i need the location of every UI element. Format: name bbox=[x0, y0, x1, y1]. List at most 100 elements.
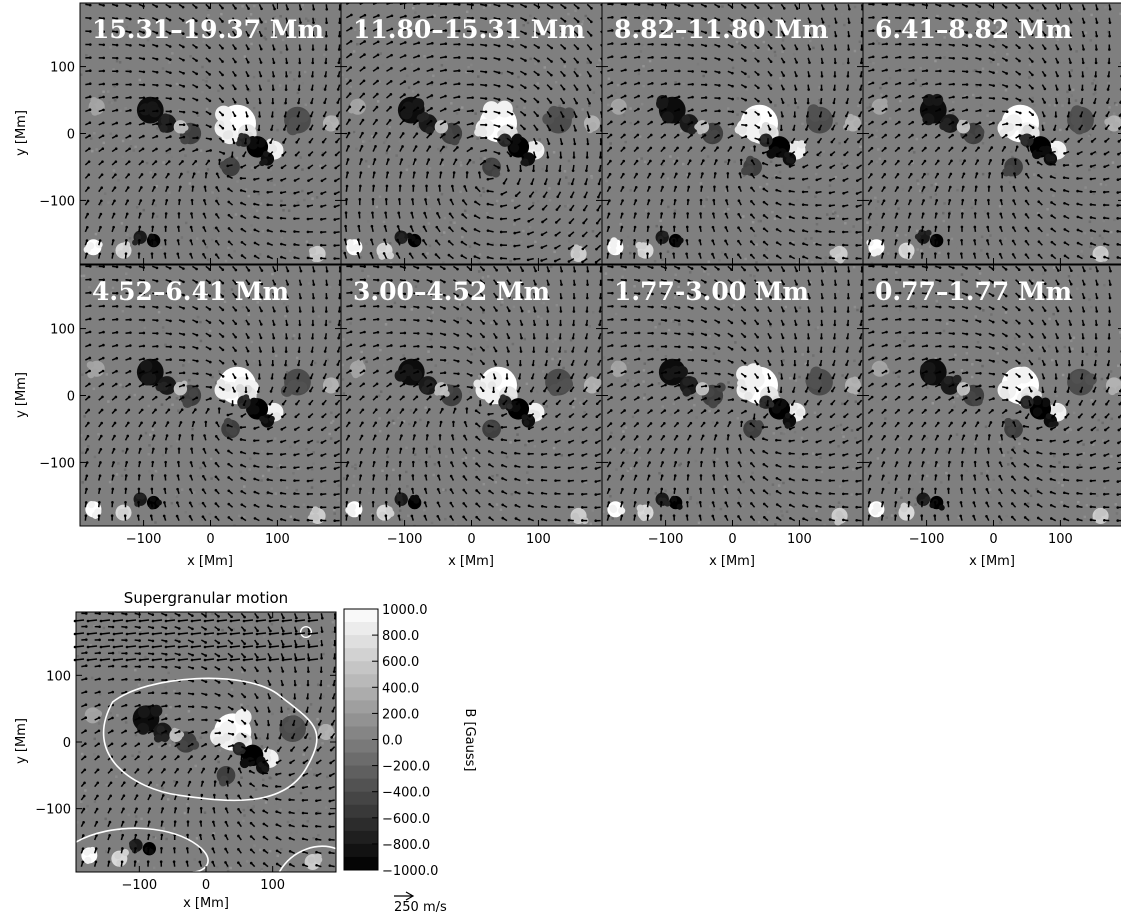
flow-arrow-head bbox=[88, 69, 92, 72]
flow-arrow-head bbox=[610, 55, 614, 58]
flow-arrow-head bbox=[781, 114, 784, 118]
flow-arrow-head bbox=[962, 172, 966, 176]
flow-arrow-head bbox=[885, 81, 888, 85]
noise-pixel bbox=[478, 81, 482, 84]
flow-arrow-head bbox=[563, 47, 567, 50]
noise-pixel bbox=[607, 77, 611, 80]
flow-arrow-head bbox=[1050, 240, 1054, 244]
noise-pixel bbox=[115, 59, 119, 63]
flow-arrow-head bbox=[769, 100, 773, 104]
flow-arrow-head bbox=[239, 189, 243, 192]
noise-pixel bbox=[1078, 9, 1081, 12]
flow-arrow-head bbox=[230, 155, 234, 158]
flow-arrow-head bbox=[202, 239, 205, 243]
flow-arrow-head bbox=[293, 217, 296, 220]
noise-pixel bbox=[801, 122, 804, 126]
noise-pixel bbox=[282, 302, 286, 305]
flow-arrow-head bbox=[362, 105, 365, 109]
flow-arrow-head bbox=[795, 7, 799, 10]
flow-arrow-head bbox=[585, 156, 589, 159]
noise-pixel bbox=[211, 191, 214, 194]
noise-pixel bbox=[1036, 212, 1040, 215]
flow-arrow-head bbox=[524, 59, 527, 62]
noise-pixel bbox=[721, 251, 724, 254]
noise-pixel bbox=[1094, 151, 1098, 155]
flow-arrow-head bbox=[753, 145, 756, 148]
flow-arrow-head bbox=[323, 101, 326, 105]
flow-arrow-head bbox=[214, 253, 218, 256]
noise-pixel bbox=[1003, 60, 1007, 64]
magnetic-feature-part bbox=[138, 493, 145, 500]
flow-arrow-head bbox=[429, 132, 432, 136]
noise-pixel bbox=[696, 62, 700, 66]
noise-pixel bbox=[206, 256, 209, 260]
flow-arrow-head bbox=[337, 74, 340, 78]
noise-pixel bbox=[148, 469, 151, 473]
noise-pixel bbox=[754, 234, 757, 237]
flow-arrow-head bbox=[1063, 201, 1066, 205]
noise-pixel bbox=[899, 99, 902, 103]
noise-pixel bbox=[328, 285, 332, 289]
flow-arrow-head bbox=[571, 169, 575, 172]
flow-arrow-head bbox=[371, 211, 374, 215]
noise-pixel bbox=[522, 223, 526, 227]
noise-pixel bbox=[323, 510, 327, 514]
flow-arrow-head bbox=[141, 147, 145, 151]
panel-title: 8.82–11.80 Mm bbox=[614, 15, 829, 44]
flow-arrow-head bbox=[611, 3, 614, 6]
noise-pixel bbox=[256, 301, 260, 304]
flow-arrow-head bbox=[234, 20, 237, 24]
magnetic-feature-part bbox=[242, 394, 249, 401]
noise-pixel bbox=[155, 215, 159, 218]
noise-pixel bbox=[112, 169, 116, 172]
flow-arrow-head bbox=[537, 46, 540, 49]
flow-arrow-head bbox=[1108, 7, 1112, 11]
flow-arrow-head bbox=[847, 21, 851, 24]
noise-pixel bbox=[522, 24, 525, 27]
flow-arrow-head bbox=[788, 189, 792, 193]
noise-pixel bbox=[643, 45, 646, 49]
noise-pixel bbox=[1084, 186, 1087, 189]
noise-pixel bbox=[316, 174, 319, 177]
magnetic-feature-part bbox=[280, 384, 293, 397]
flow-arrow-head bbox=[115, 108, 119, 112]
flow-arrow-head bbox=[947, 238, 950, 242]
noise-pixel bbox=[80, 434, 83, 437]
flow-arrow-head bbox=[704, 121, 707, 125]
flow-arrow-head bbox=[704, 70, 708, 74]
flow-arrow-head bbox=[484, 57, 488, 61]
flow-arrow-head bbox=[182, 98, 186, 101]
flow-arrow-head bbox=[427, 158, 431, 161]
flow-arrow-head bbox=[245, 128, 248, 132]
noise-pixel bbox=[580, 244, 583, 248]
flow-arrow-head bbox=[610, 16, 614, 19]
flow-arrow-head bbox=[883, 159, 887, 163]
noise-pixel bbox=[1055, 41, 1059, 45]
noise-pixel bbox=[299, 156, 302, 159]
flow-arrow-head bbox=[964, 133, 968, 137]
noise-pixel bbox=[264, 27, 267, 30]
noise-pixel bbox=[124, 107, 127, 110]
noise-pixel bbox=[614, 91, 617, 95]
noise-pixel bbox=[180, 47, 183, 50]
magnetic-feature-part bbox=[694, 123, 701, 130]
noise-pixel bbox=[312, 462, 315, 465]
flow-arrow-head bbox=[1014, 158, 1017, 162]
noise-pixel bbox=[460, 106, 464, 109]
noise-pixel bbox=[184, 70, 188, 73]
noise-pixel bbox=[88, 286, 91, 289]
magnetic-feature-part bbox=[297, 110, 310, 123]
flow-arrow-head bbox=[1050, 214, 1053, 217]
flow-arrow-head bbox=[717, 58, 721, 61]
noise-pixel bbox=[250, 169, 253, 172]
noise-pixel bbox=[367, 165, 371, 168]
flow-arrow-head bbox=[715, 159, 718, 162]
noise-pixel bbox=[522, 229, 525, 233]
noise-pixel bbox=[335, 396, 338, 400]
noise-pixel bbox=[901, 188, 905, 191]
flow-arrow-head bbox=[457, 69, 461, 72]
noise-pixel bbox=[532, 201, 535, 205]
flow-arrow-head bbox=[651, 3, 654, 7]
flow-arrow-head bbox=[514, 194, 518, 198]
flow-arrow-head bbox=[795, 34, 799, 37]
